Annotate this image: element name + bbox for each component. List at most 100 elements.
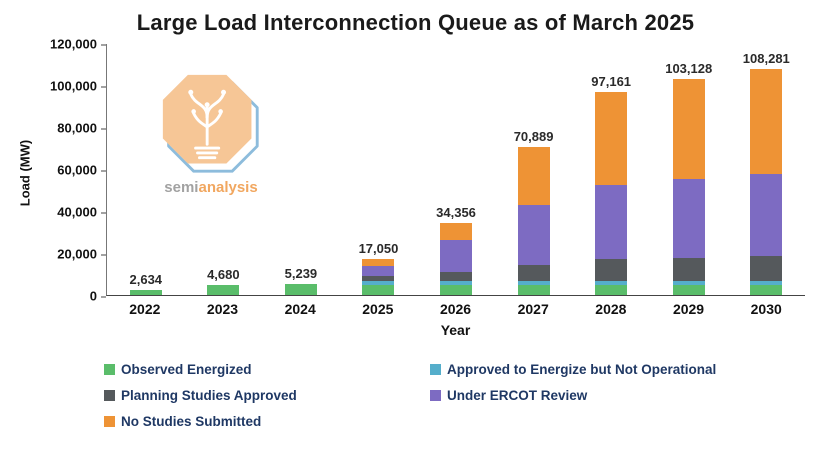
legend-item: Under ERCOT Review	[430, 388, 831, 403]
bar-stack	[207, 285, 240, 295]
bar-segment	[207, 285, 240, 295]
legend-item: Approved to Energize but Not Operational	[430, 362, 831, 377]
bar-stack	[672, 79, 705, 295]
bar-segment	[750, 68, 783, 174]
bar-stack	[440, 223, 473, 295]
bar-segment	[595, 185, 628, 260]
bar-group-2023: 4,680	[185, 44, 263, 295]
bar-segment	[517, 205, 550, 265]
y-tick-label: 80,000	[57, 120, 106, 136]
bar-segment	[362, 281, 395, 285]
bar-segment	[672, 178, 705, 259]
legend-swatch	[104, 416, 115, 427]
y-tick-label: 60,000	[57, 162, 106, 178]
bar-segment	[362, 265, 395, 277]
bar-stack	[517, 146, 550, 295]
legend-label: No Studies Submitted	[121, 414, 262, 429]
plot-area: 2,634 4,680 5,239 17,050 34,356 70,889 97,161 1…	[106, 44, 805, 296]
bar-segment	[672, 284, 705, 295]
bar-segment	[595, 91, 628, 186]
bar-total-label: 108,281	[742, 50, 790, 66]
bar-group-2027: 70,889	[495, 44, 573, 295]
legend-item: Planning Studies Approved	[104, 388, 430, 403]
x-tick-label: 2030	[750, 301, 782, 317]
bar-stack	[362, 259, 395, 295]
bar-total-label: 97,161	[591, 73, 632, 89]
bar-segment	[440, 281, 473, 285]
bar-total-label: 4,680	[207, 267, 240, 283]
bar-segment	[517, 264, 550, 282]
chart-area: Load (MW) 0 20,000 40,000 60,000 80,000 100,0…	[12, 37, 831, 338]
bar-segment	[362, 259, 395, 266]
bars-row: 2,634 4,680 5,239 17,050 34,356 70,889 97,161 1…	[107, 44, 805, 295]
bar-segment	[440, 223, 473, 240]
bar-segment	[362, 284, 395, 295]
bar-stack	[595, 91, 628, 295]
x-tick-label: 2022	[129, 301, 161, 317]
bar-segment	[440, 284, 473, 295]
bar-segment	[517, 284, 550, 295]
bar-total-label: 34,356	[436, 205, 476, 221]
bar-segment	[440, 272, 473, 282]
bar-group-2030: 108,281	[728, 44, 806, 295]
legend-swatch	[104, 390, 115, 401]
bar-group-2026: 34,356	[417, 44, 495, 295]
x-tick-label: 2025	[362, 301, 394, 317]
x-tick-label: 2026	[439, 301, 472, 317]
bar-total-label: 5,239	[284, 266, 318, 282]
bar-segment	[517, 146, 550, 206]
legend-label: Under ERCOT Review	[447, 388, 588, 403]
x-tick-label: 2028	[595, 301, 627, 317]
bar-total-label: 2,634	[129, 271, 163, 287]
bar-segment	[750, 281, 783, 285]
x-tick-label: 2023	[206, 301, 239, 317]
bar-group-2022: 2,634	[107, 44, 185, 295]
legend: Observed Energized Approved to Energize b…	[104, 362, 831, 429]
x-tick-label: 2029	[672, 301, 705, 317]
bar-segment	[672, 281, 705, 285]
chart-title: Large Load Interconnection Queue as of M…	[136, 10, 695, 35]
x-tick-label: 2024	[284, 301, 316, 317]
legend-label: Observed Energized	[121, 362, 252, 377]
bar-segment	[440, 239, 473, 272]
bar-stack	[129, 289, 162, 295]
x-axis-label: Year	[440, 322, 471, 338]
x-tick-label: 2027	[517, 301, 549, 317]
bar-segment	[595, 259, 628, 282]
y-tick-label: 20,000	[57, 246, 106, 262]
bar-segment	[595, 284, 628, 295]
plot-column: 2,634 4,680 5,239 17,050 34,356 70,889 97,161 1…	[106, 44, 805, 338]
bar-total-label: 70,889	[513, 128, 554, 144]
y-axis: 0 20,000 40,000 60,000 80,000 100,000 120,000	[38, 37, 107, 304]
legend-swatch	[104, 364, 115, 375]
bar-segment	[750, 256, 783, 282]
bar-segment	[672, 79, 705, 179]
bar-total-label: 103,128	[665, 61, 713, 77]
bar-segment	[750, 284, 783, 295]
bar-stack	[284, 284, 317, 295]
bar-total-label: 17,050	[358, 241, 399, 257]
legend-item: No Studies Submitted	[104, 414, 430, 429]
bar-segment	[362, 276, 395, 282]
bar-group-2028: 97,161	[572, 44, 650, 295]
bar-segment	[284, 284, 317, 295]
bar-group-2025: 17,050	[340, 44, 418, 295]
legend-swatch	[430, 364, 441, 375]
legend-label: Planning Studies Approved	[121, 388, 297, 403]
legend-swatch	[430, 390, 441, 401]
x-tick-row: 2022 2023 2024 2025 2026 2027 2028 2029 2030	[106, 301, 805, 317]
bar-segment	[129, 289, 162, 295]
y-tick-label: 0	[89, 288, 107, 304]
bar-group-2029: 103,128	[650, 44, 728, 295]
bar-group-2024: 5,239	[262, 44, 340, 295]
y-tick-label: 40,000	[57, 204, 106, 220]
bar-segment	[672, 258, 705, 282]
bar-segment	[750, 173, 783, 257]
y-axis-label: Load (MW)	[17, 140, 33, 207]
legend-item: Observed Energized	[104, 362, 430, 377]
legend-label: Approved to Energize but Not Operational	[447, 362, 717, 377]
bar-segment	[595, 281, 628, 285]
bar-stack	[750, 68, 783, 295]
bar-segment	[517, 281, 550, 285]
